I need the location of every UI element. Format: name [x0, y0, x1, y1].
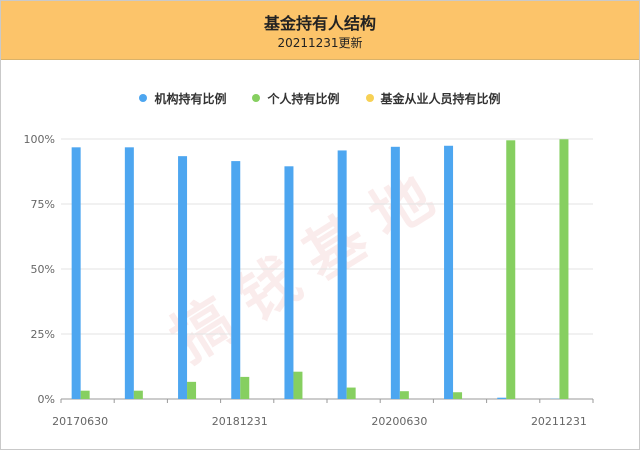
bar-1-5 — [346, 387, 356, 399]
bar-1-4 — [293, 371, 303, 399]
chart-title: 基金持有人结构 — [263, 14, 376, 33]
bar-0-4 — [284, 166, 294, 399]
bar-1-9 — [559, 139, 569, 399]
y-tick-label: 25% — [31, 328, 55, 341]
x-tick-label: 20181231 — [212, 415, 268, 428]
legend-item-individual[interactable]: 个人持有比例 — [252, 90, 340, 107]
chart-subtitle: 20211231更新 — [277, 36, 363, 50]
y-tick-label: 100% — [24, 133, 55, 146]
y-tick-label: 75% — [31, 198, 55, 211]
x-tick-label: 20170630 — [52, 415, 108, 428]
bar-1-1 — [133, 390, 143, 399]
legend-item-institution[interactable]: 机构持有比例 — [139, 90, 226, 107]
x-tick-label: 20211231 — [531, 415, 587, 428]
legend-dot-institution — [139, 94, 148, 102]
bar-1-6 — [399, 391, 409, 399]
bar-0-2 — [178, 156, 188, 399]
bar-0-3 — [231, 161, 241, 399]
bar-1-2 — [187, 381, 197, 399]
x-tick-label: 20200630 — [371, 415, 427, 428]
legend-dot-individual — [252, 94, 261, 102]
bar-0-6 — [390, 146, 400, 399]
legend-dot-staff — [365, 94, 374, 102]
bar-0-1 — [124, 147, 134, 399]
legend: 机构持有比例 个人持有比例 基金从业人员持有比例 — [1, 89, 639, 107]
legend-label-staff: 基金从业人员持有比例 — [380, 91, 501, 106]
bar-1-0 — [80, 390, 90, 399]
legend-label-individual: 个人持有比例 — [267, 91, 340, 106]
y-tick-label: 50% — [31, 263, 55, 276]
y-tick-label: 0% — [38, 393, 55, 406]
bar-1-3 — [240, 376, 250, 399]
bar-0-7 — [444, 145, 454, 399]
bar-0-8 — [497, 397, 507, 399]
bar-0-0 — [71, 147, 81, 399]
bar-0-5 — [337, 150, 347, 399]
legend-item-staff[interactable]: 基金从业人员持有比例 — [365, 90, 501, 107]
bar-1-7 — [453, 392, 463, 399]
legend-label-institution: 机构持有比例 — [154, 91, 227, 106]
header-banner: 基金持有人结构 20211231更新 — [1, 1, 639, 60]
bar-1-8 — [506, 140, 516, 400]
